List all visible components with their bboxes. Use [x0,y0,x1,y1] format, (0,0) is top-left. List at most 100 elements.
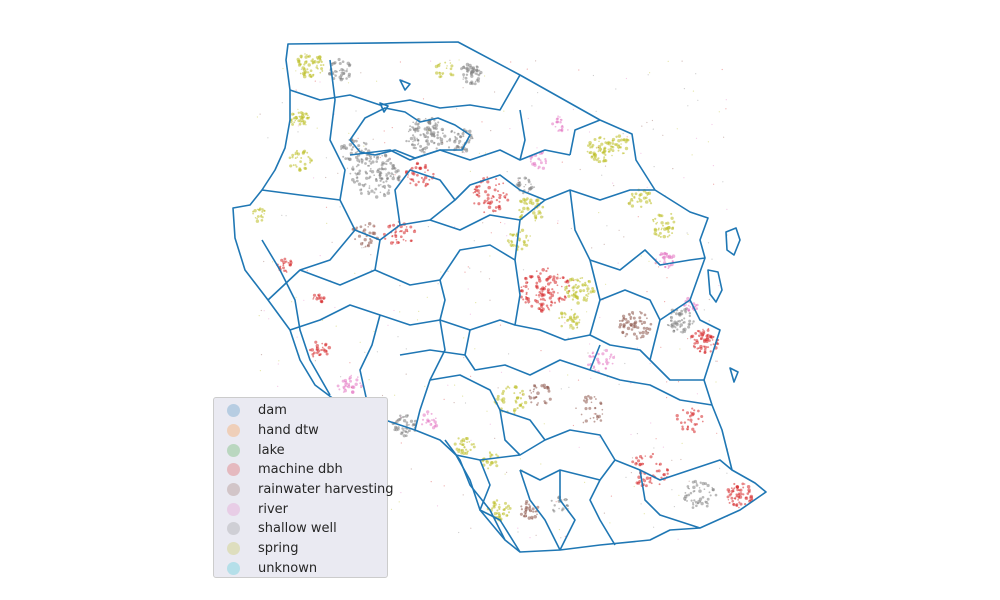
waterpoint-marker [730,487,733,489]
waterpoint-marker [561,507,565,511]
waterpoint-marker [626,326,631,331]
waterpoint-marker [560,388,562,390]
waterpoint-marker [430,419,433,421]
waterpoint-marker [538,307,541,309]
waterpoint-marker [508,241,511,244]
waterpoint-marker [498,513,502,517]
waterpoint-marker [425,139,429,143]
waterpoint-marker [443,485,445,487]
waterpoint-marker [364,142,368,146]
waterpoint-marker [695,484,699,487]
legend-label: river [258,501,288,517]
waterpoint-marker [440,271,442,273]
waterpoint-marker [331,241,333,243]
waterpoint-marker [529,537,531,539]
waterpoint-marker [615,88,617,90]
waterpoint-marker [642,326,646,330]
waterpoint-marker [424,163,427,167]
waterpoint-marker [507,508,509,510]
waterpoint-marker [487,185,491,190]
waterpoint-marker [387,189,390,192]
waterpoint-marker [414,166,418,170]
waterpoint-marker [567,337,569,339]
waterpoint-marker [688,323,691,326]
waterpoint-marker [612,356,616,359]
waterpoint-marker [511,243,515,247]
region-line [514,219,601,341]
waterpoint-marker [726,472,728,474]
waterpoint-marker [379,156,381,159]
waterpoint-marker [532,388,535,391]
waterpoint-marker [581,276,584,279]
waterpoint-marker [321,342,324,345]
legend-swatch-icon [227,443,240,457]
waterpoint-marker [704,500,707,503]
waterpoint-marker [661,224,665,227]
waterpoint-marker [553,301,557,304]
waterpoint-marker [406,414,409,417]
waterpoint-marker [306,151,309,154]
waterpoint-marker [564,295,566,297]
waterpoint-marker [325,157,327,159]
waterpoint-marker [655,262,657,264]
waterpoint-marker [681,427,685,431]
waterpoint-marker [632,325,636,329]
legend-label: machine dbh [258,462,343,478]
waterpoint-marker [624,335,627,338]
waterpoint-marker [470,71,472,74]
region-line [359,314,381,416]
legend-item: spring [214,539,387,559]
waterpoint-marker [277,363,279,365]
waterpoint-marker [663,258,666,262]
waterpoint-marker [570,294,574,297]
waterpoint-marker [597,150,600,153]
waterpoint-marker [537,301,540,303]
legend-item: rainwater harvesting [214,480,394,500]
waterpoint-marker [535,199,537,201]
waterpoint-marker [409,136,414,141]
waterpoint-marker [451,73,455,77]
waterpoint-marker [529,235,531,237]
waterpoint-marker [370,169,375,174]
waterpoint-marker [732,488,735,491]
waterpoint-marker [298,122,302,126]
waterpoint-marker [553,504,556,507]
waterpoint-marker [416,127,419,130]
waterpoint-marker [454,137,458,141]
waterpoint-marker [535,60,537,62]
waterpoint-marker [694,332,698,335]
waterpoint-marker [433,135,436,138]
waterpoint-marker [701,334,705,337]
waterpoint-marker [532,390,535,393]
waterpoint-marker [471,82,474,86]
waterpoint-marker [618,319,621,322]
waterpoint-marker [350,148,354,151]
waterpoint-marker [689,418,693,422]
waterpoint-marker [455,144,460,149]
waterpoint-marker [733,487,736,490]
region-line [394,169,456,226]
legend-swatch-icon [227,542,240,556]
waterpoint-marker [373,330,375,332]
waterpoint-marker [524,284,528,289]
waterpoint-marker [603,137,606,140]
waterpoint-marker [252,210,255,213]
waterpoint-marker [557,496,560,500]
waterpoint-marker [424,385,426,387]
waterpoint-marker [598,160,602,164]
waterpoint-marker [643,479,647,483]
waterpoint-marker [338,388,341,391]
waterpoint-marker [646,121,648,124]
waterpoint-marker [475,68,479,72]
waterpoint-marker [699,350,702,353]
waterpoint-marker [670,264,672,266]
waterpoint-marker [683,330,687,333]
waterpoint-marker [582,399,586,402]
waterpoint-marker [535,386,538,389]
waterpoint-marker [360,387,362,389]
waterpoint-marker [566,319,569,322]
waterpoint-marker [597,361,601,365]
waterpoint-marker [261,216,264,219]
waterpoint-marker [492,211,494,213]
waterpoint-marker [687,233,689,235]
